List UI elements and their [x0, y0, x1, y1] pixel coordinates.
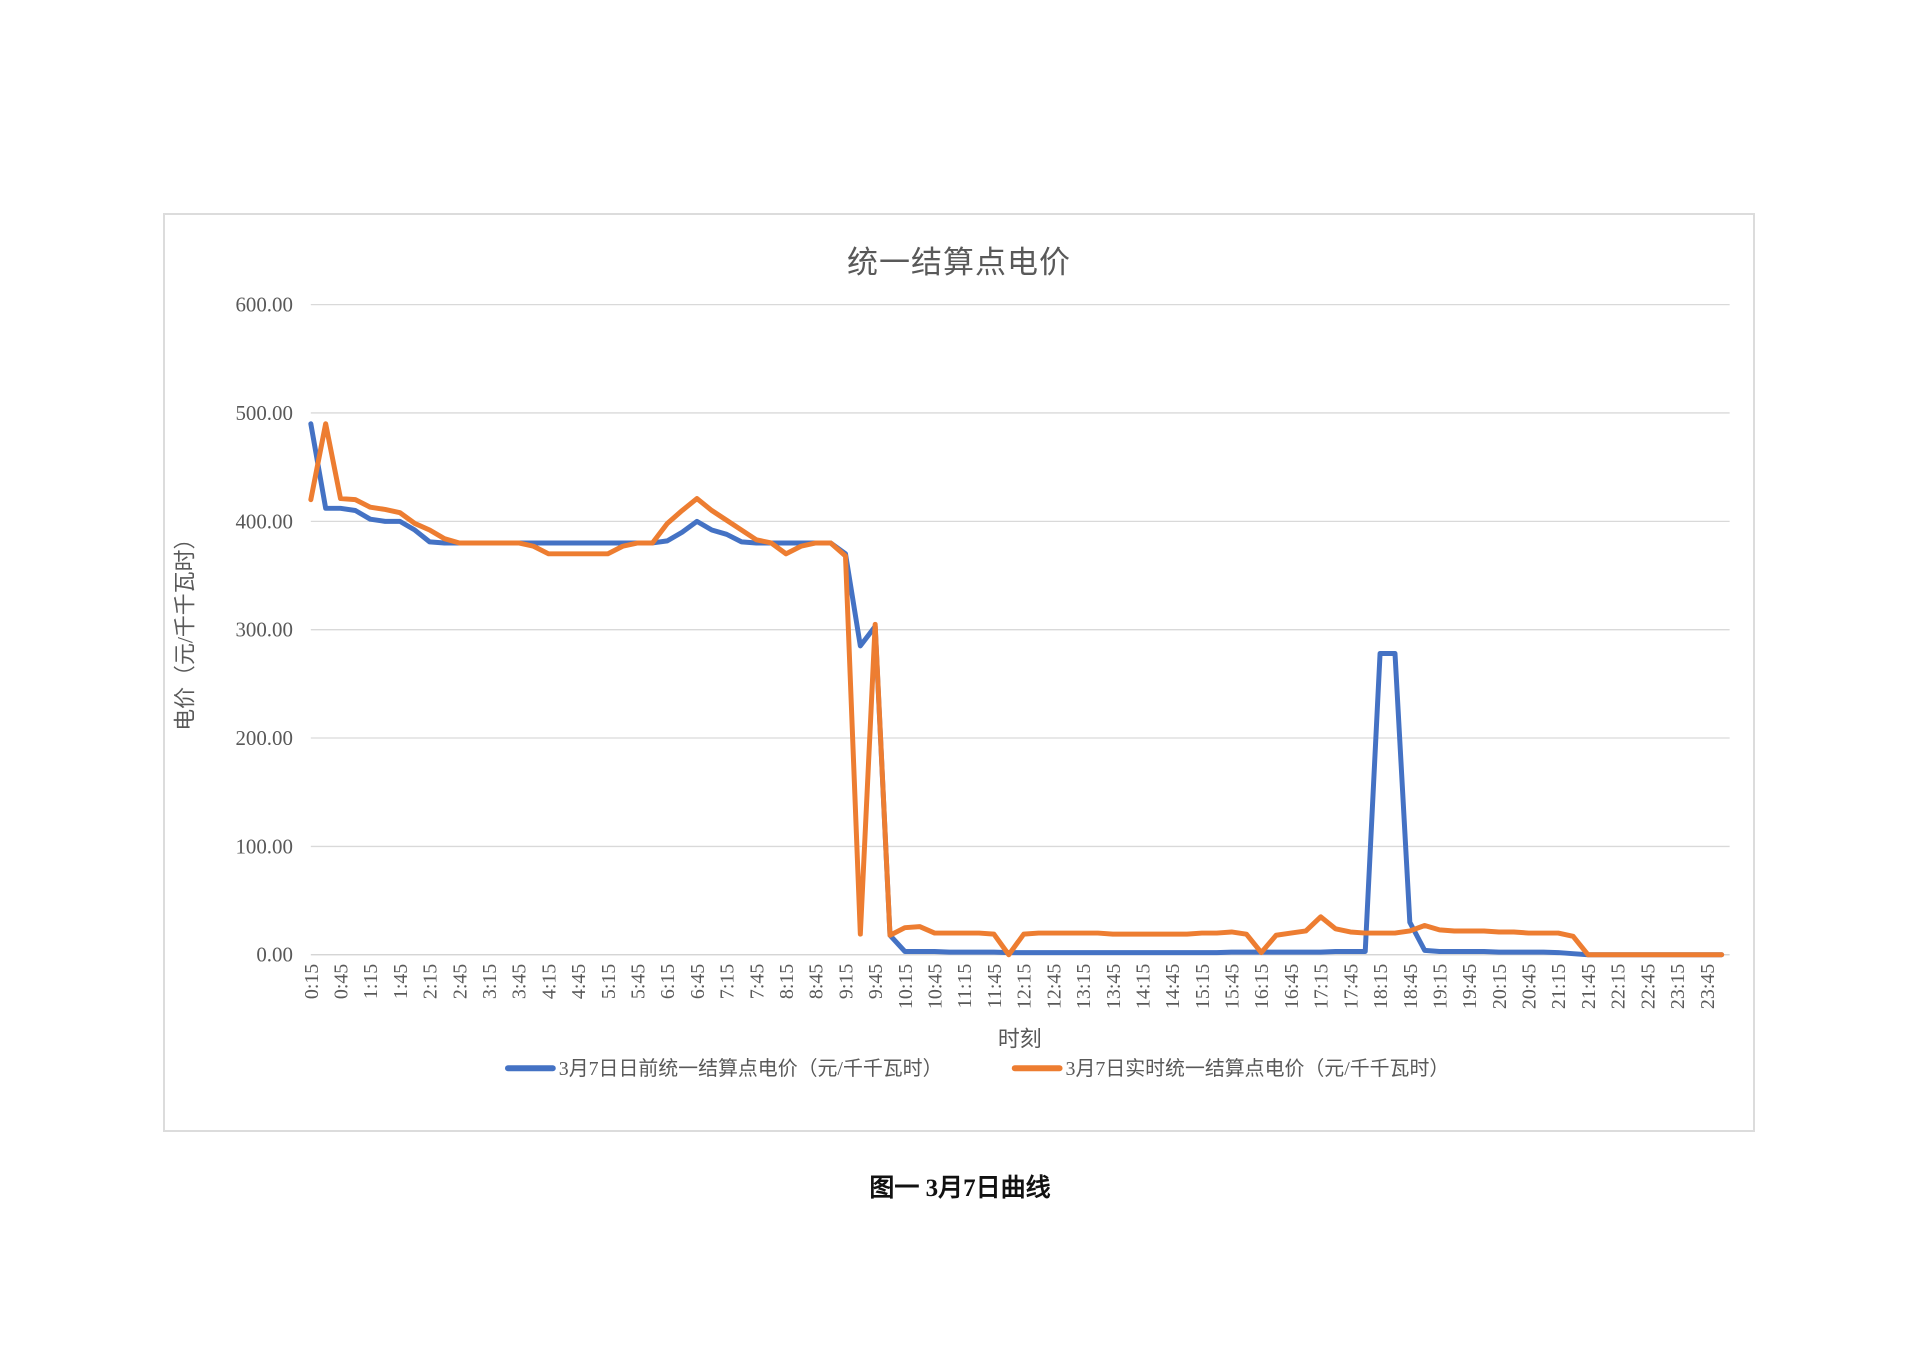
x-tick-label: 13:15 [1073, 964, 1095, 1009]
x-tick-label: 4:45 [568, 964, 590, 999]
x-tick-label: 18:45 [1400, 964, 1422, 1009]
y-tick-label: 300.00 [235, 618, 292, 642]
x-tick-label: 2:15 [420, 964, 442, 999]
x-tick-label: 9:15 [835, 964, 857, 999]
x-tick-label: 6:45 [687, 964, 709, 999]
x-tick-label: 16:15 [1251, 964, 1273, 1009]
y-tick-label: 500.00 [235, 401, 292, 425]
legend-label: 3月7日日前统一结算点电价（元/千千瓦时） [559, 1057, 943, 1080]
x-tick-label: 3:15 [479, 964, 501, 999]
x-tick-label: 23:45 [1697, 964, 1719, 1009]
x-tick-label: 5:45 [627, 964, 649, 999]
x-tick-label: 16:45 [1281, 964, 1303, 1009]
x-tick-label: 2:45 [449, 964, 471, 999]
x-tick-label: 10:45 [925, 964, 947, 1009]
figure-caption: 图一 3月7日曲线 [869, 1175, 1051, 1202]
x-axis-title: 时刻 [998, 1026, 1042, 1051]
x-tick-label: 21:45 [1578, 964, 1600, 1009]
x-tick-label: 9:45 [865, 964, 887, 999]
x-tick-label: 17:15 [1311, 964, 1333, 1009]
x-tick-label: 20:15 [1489, 964, 1511, 1009]
x-tick-label: 22:15 [1608, 964, 1630, 1009]
x-tick-label: 23:15 [1667, 964, 1689, 1009]
x-tick-label: 20:45 [1519, 964, 1541, 1009]
x-tick-label: 7:15 [717, 964, 739, 999]
x-tick-label: 3:45 [509, 964, 531, 999]
x-tick-label: 19:15 [1429, 964, 1451, 1009]
legend-label: 3月7日实时统一结算点电价（元/千千瓦时） [1066, 1057, 1450, 1080]
x-tick-label: 19:45 [1459, 964, 1481, 1009]
x-tick-label: 14:45 [1162, 964, 1184, 1009]
x-tick-label: 15:45 [1222, 964, 1244, 1009]
x-tick-label: 10:15 [895, 964, 917, 1009]
x-tick-label: 11:15 [954, 964, 976, 1009]
x-tick-label: 8:15 [776, 964, 798, 999]
x-tick-label: 21:15 [1548, 964, 1570, 1009]
price-line-chart: 0.00 100.00 200.00 300.00 400.00 500.00 600.00… [172, 293, 1730, 1080]
x-tick-label: 15:15 [1192, 964, 1214, 1009]
y-tick-label: 0.00 [256, 943, 293, 967]
chart-title: 统一结算点电价 [847, 245, 1071, 280]
x-tick-label: 17:45 [1340, 964, 1362, 1009]
x-tick-label: 7:45 [746, 964, 768, 999]
series-line-real-time [308, 421, 1725, 958]
x-tick-label: 22:45 [1637, 964, 1659, 1009]
series-line-day-ahead [308, 421, 1725, 958]
chart-container: 统一结算点电价 0.00 100.00 200.00 300.00 400.00 500.… [163, 213, 1755, 1132]
x-tick-label: 14:15 [1132, 964, 1154, 1009]
y-axis-title: 电价（元/千千瓦时） [172, 528, 197, 731]
y-tick-label: 400.00 [235, 509, 292, 533]
x-tick-label: 11:45 [984, 964, 1006, 1009]
x-tick-label: 13:45 [1103, 964, 1125, 1009]
y-tick-label: 100.00 [235, 834, 292, 858]
x-tick-label: 12:15 [1014, 964, 1036, 1009]
x-tick-label: 1:15 [360, 964, 382, 999]
x-tick-label: 12:45 [1043, 964, 1065, 1009]
x-tick-label: 6:15 [657, 964, 679, 999]
x-tick-label: 18:15 [1370, 964, 1392, 1009]
x-tick-label: 0:45 [330, 964, 352, 999]
y-tick-label: 200.00 [235, 726, 292, 750]
x-tick-label: 4:15 [538, 964, 560, 999]
x-tick-label: 1:45 [390, 964, 412, 999]
x-tick-label: 5:15 [598, 964, 620, 999]
y-tick-label: 600.00 [235, 293, 292, 317]
x-tick-label: 8:45 [806, 964, 828, 999]
x-tick-label: 0:15 [301, 964, 323, 999]
